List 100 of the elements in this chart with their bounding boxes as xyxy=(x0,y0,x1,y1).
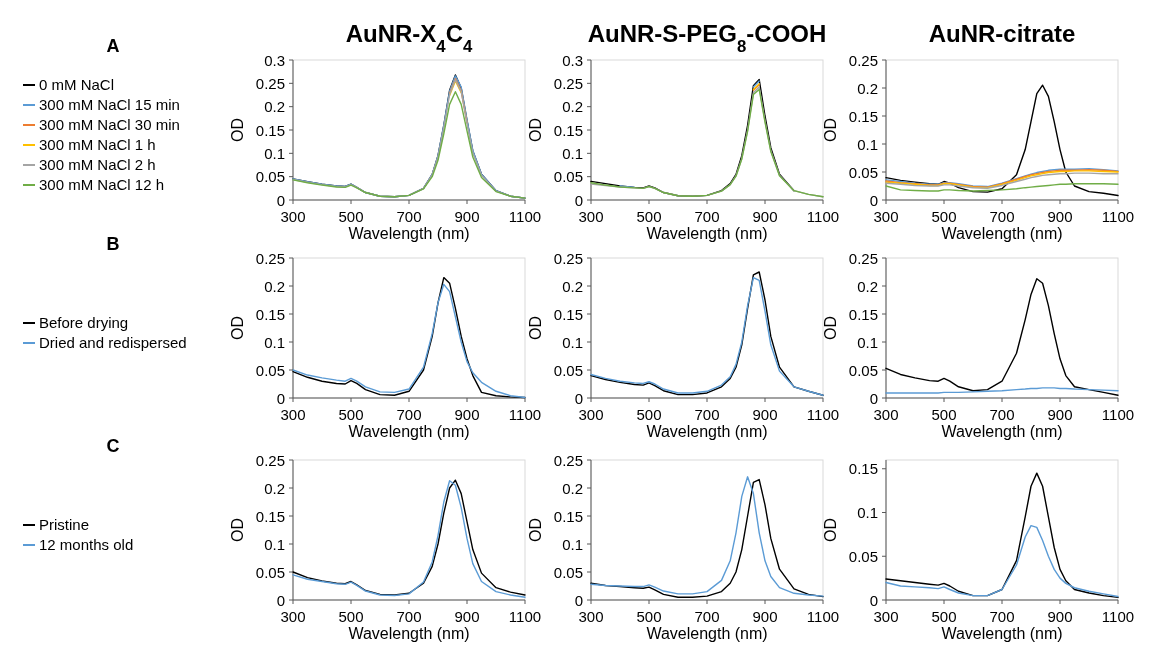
y-tick-label: 0 xyxy=(574,191,583,209)
y-tick-label: 0.25 xyxy=(255,249,285,267)
x-axis-title: Wavelength (nm) xyxy=(941,423,1063,440)
y-tick-label: 0.2 xyxy=(857,79,878,97)
x-tick-label: 1100 xyxy=(1101,208,1135,225)
y-tick-label: 0.1 xyxy=(562,333,583,351)
y-tick-label: 0.15 xyxy=(255,507,285,525)
x-tick-label: 500 xyxy=(338,608,364,625)
y-tick-label: 0.25 xyxy=(553,249,583,267)
x-tick-label: 300 xyxy=(873,608,899,625)
y-axis-title: OD xyxy=(527,118,544,142)
x-tick-label: 300 xyxy=(578,608,604,625)
y-tick-label: 0.05 xyxy=(553,361,583,379)
y-tick-label: 0.1 xyxy=(264,144,285,162)
x-tick-label: 700 xyxy=(989,208,1015,225)
legend-label: Pristine xyxy=(39,516,90,533)
y-tick-label: 0.25 xyxy=(848,249,878,267)
x-tick-label: 700 xyxy=(989,608,1015,625)
y-tick-label: 0.15 xyxy=(848,460,878,478)
x-tick-label: 700 xyxy=(694,608,720,625)
y-axis-title: OD xyxy=(822,316,839,340)
x-tick-label: 1100 xyxy=(806,406,840,423)
x-axis-title: Wavelength (nm) xyxy=(348,625,470,642)
x-tick-label: 500 xyxy=(636,406,662,423)
y-axis-title: OD xyxy=(527,316,544,340)
x-tick-label: 700 xyxy=(396,608,422,625)
x-tick-label: 300 xyxy=(578,406,604,423)
x-tick-label: 500 xyxy=(636,208,662,225)
x-tick-label: 900 xyxy=(1047,208,1073,225)
x-tick-label: 300 xyxy=(280,406,306,423)
x-axis-title: Wavelength (nm) xyxy=(348,423,470,440)
y-tick-label: 0.25 xyxy=(255,74,285,92)
x-tick-label: 700 xyxy=(694,208,720,225)
legend-label: 0 mM NaCl xyxy=(39,76,115,93)
y-tick-label: 0.05 xyxy=(848,163,878,181)
y-tick-label: 0.1 xyxy=(857,333,878,351)
x-tick-label: 900 xyxy=(454,406,480,423)
legend-label: 300 mM NaCl 30 min xyxy=(39,116,180,133)
x-tick-label: 300 xyxy=(873,406,899,423)
y-axis-title: OD xyxy=(822,118,839,142)
x-tick-label: 900 xyxy=(454,608,480,625)
chart-title: AuNR-S-PEG$_{8}$-COOH xyxy=(587,20,827,56)
y-tick-label: 0.15 xyxy=(553,121,583,139)
y-tick-label: 0 xyxy=(869,389,878,407)
chart-title: AuNR-citrate xyxy=(928,20,1076,47)
x-tick-label: 500 xyxy=(338,208,364,225)
y-tick-label: 0.25 xyxy=(255,451,285,469)
x-tick-label: 700 xyxy=(396,406,422,423)
y-tick-label: 0.15 xyxy=(848,107,878,125)
x-tick-label: 900 xyxy=(454,208,480,225)
y-tick-label: 0.05 xyxy=(255,168,285,186)
text: A xyxy=(106,36,120,56)
y-tick-label: 0.1 xyxy=(562,144,583,162)
x-tick-label: 1100 xyxy=(1101,608,1135,625)
x-tick-label: 1100 xyxy=(508,406,542,423)
x-tick-label: 500 xyxy=(931,608,957,625)
legend-label: Before drying xyxy=(39,314,129,331)
y-tick-label: 0.2 xyxy=(562,277,583,295)
y-tick-label: 0.3 xyxy=(264,51,285,69)
x-tick-label: 500 xyxy=(636,608,662,625)
y-tick-label: 0.15 xyxy=(553,507,583,525)
y-tick-label: 0.05 xyxy=(848,547,878,565)
x-tick-label: 1100 xyxy=(508,608,542,625)
x-tick-label: 300 xyxy=(280,208,306,225)
x-tick-label: 1100 xyxy=(1101,406,1135,423)
y-tick-label: 0.3 xyxy=(562,51,583,69)
x-tick-label: 500 xyxy=(931,208,957,225)
x-tick-label: 1100 xyxy=(806,208,840,225)
y-axis-title: OD xyxy=(229,118,246,142)
y-tick-label: 0.2 xyxy=(264,277,285,295)
x-tick-label: 1100 xyxy=(508,208,542,225)
y-tick-label: 0 xyxy=(276,389,285,407)
y-tick-label: 0.1 xyxy=(264,333,285,351)
legend-label: 300 mM NaCl 12 h xyxy=(39,176,165,193)
x-tick-label: 700 xyxy=(694,406,720,423)
x-axis-title: Wavelength (nm) xyxy=(646,625,768,642)
y-tick-label: 0.1 xyxy=(264,535,285,553)
y-tick-label: 0 xyxy=(574,389,583,407)
x-axis-title: Wavelength (nm) xyxy=(646,225,768,242)
y-tick-label: 0.15 xyxy=(255,305,285,323)
x-tick-label: 900 xyxy=(752,608,778,625)
y-tick-label: 0.15 xyxy=(255,121,285,139)
x-tick-label: 900 xyxy=(752,208,778,225)
chart-title: AuNR-X$_{4}$C$_{4}$ xyxy=(345,20,473,56)
y-tick-label: 0.1 xyxy=(857,504,878,521)
legend-label: 300 mM NaCl 1 h xyxy=(39,136,156,153)
y-tick-label: 0 xyxy=(869,191,878,209)
y-axis-title: OD xyxy=(822,518,839,542)
x-tick-label: 900 xyxy=(752,406,778,423)
x-tick-label: 500 xyxy=(338,406,364,423)
y-tick-label: 0.1 xyxy=(562,535,583,553)
x-axis-title: Wavelength (nm) xyxy=(941,625,1063,642)
x-tick-label: 1100 xyxy=(806,608,840,625)
legend-label: Dried and redispersed xyxy=(39,334,187,351)
x-tick-label: 300 xyxy=(578,208,604,225)
y-tick-label: 0.05 xyxy=(553,168,583,186)
y-tick-label: 0 xyxy=(574,591,583,609)
legend-label: 300 mM NaCl 2 h xyxy=(39,156,156,173)
x-tick-label: 900 xyxy=(1047,608,1073,625)
x-axis-title: Wavelength (nm) xyxy=(646,423,768,440)
